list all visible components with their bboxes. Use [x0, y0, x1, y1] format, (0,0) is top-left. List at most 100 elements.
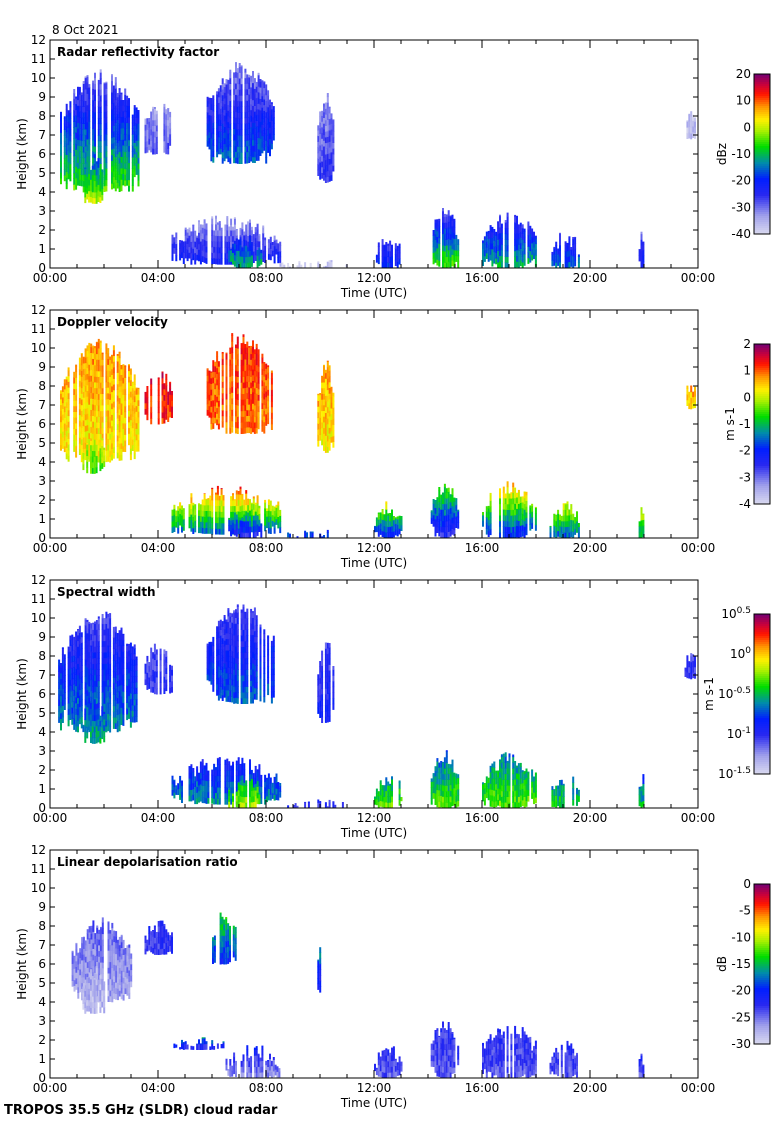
heatmap-cell	[79, 123, 81, 129]
heatmap-cell	[92, 83, 94, 89]
heatmap-cell	[73, 377, 75, 383]
heatmap-cell	[263, 139, 265, 145]
heatmap-cell	[107, 359, 109, 365]
heatmap-cell	[202, 244, 204, 250]
heatmap-cell	[639, 526, 641, 532]
heatmap-cell	[224, 149, 226, 155]
heatmap-cell	[240, 520, 242, 526]
heatmap-cell	[279, 251, 281, 257]
heatmap-cell	[238, 500, 240, 506]
heatmap-cell	[271, 384, 273, 390]
heatmap-cell	[173, 514, 175, 520]
heatmap-cell	[210, 104, 212, 110]
heatmap-cell	[73, 637, 75, 639]
heatmap-cell	[90, 674, 92, 680]
heatmap-cell	[241, 359, 243, 365]
heatmap-cell	[113, 160, 115, 166]
heatmap-cell	[690, 386, 692, 392]
heatmap-cell	[254, 405, 256, 411]
heatmap-cell	[119, 409, 121, 415]
colorbar-swatch	[754, 218, 770, 220]
heatmap-cell	[209, 138, 211, 144]
heatmap-cell	[92, 359, 94, 365]
heatmap-cell	[172, 249, 174, 255]
heatmap-cell	[319, 400, 321, 406]
heatmap-cell	[397, 246, 399, 251]
heatmap-cell	[83, 414, 85, 420]
heatmap-cell	[241, 112, 243, 118]
heatmap-cell	[436, 219, 438, 220]
heatmap-cell	[329, 382, 331, 388]
heatmap-cell	[75, 646, 77, 652]
heatmap-cell	[172, 527, 174, 533]
heatmap-cell	[385, 245, 387, 251]
heatmap-cell	[271, 390, 273, 396]
heatmap-cell	[105, 140, 107, 146]
heatmap-cell	[233, 129, 235, 135]
colorbar-tick-label: -20	[731, 174, 751, 188]
heatmap-cell	[331, 135, 333, 141]
heatmap-cell	[378, 258, 380, 264]
heatmap-cell	[505, 515, 507, 521]
heatmap-cell	[75, 663, 77, 669]
heatmap-cell	[121, 111, 123, 117]
heatmap-cell	[104, 123, 106, 129]
heatmap-cell	[117, 97, 119, 103]
heatmap-cell	[58, 677, 60, 683]
heatmap-cell	[512, 487, 514, 493]
heatmap-cell	[395, 524, 397, 530]
heatmap-cell	[88, 179, 90, 185]
heatmap-cell	[92, 381, 94, 387]
heatmap-cell	[109, 359, 111, 365]
heatmap-cell	[226, 79, 228, 84]
heatmap-cell	[639, 255, 641, 261]
heatmap-cell	[260, 150, 262, 156]
heatmap-cell	[553, 260, 555, 266]
heatmap-cell	[101, 177, 103, 183]
heatmap-cell	[94, 348, 96, 354]
heatmap-cell	[442, 217, 444, 223]
colorbar-swatch	[754, 206, 770, 208]
heatmap-cell	[694, 387, 696, 391]
heatmap-cell	[250, 382, 252, 388]
heatmap-cell	[60, 112, 62, 116]
heatmap-cell	[209, 132, 211, 138]
heatmap-cell	[641, 232, 643, 234]
heatmap-cell	[58, 665, 60, 671]
heatmap-cell	[559, 233, 561, 234]
heatmap-cell	[241, 118, 243, 124]
colorbar-swatch	[754, 152, 770, 154]
heatmap-cell	[234, 243, 236, 249]
colorbar-swatch	[754, 96, 770, 98]
heatmap-cell	[148, 138, 150, 144]
heatmap-cell	[319, 429, 321, 435]
heatmap-cell	[453, 501, 455, 507]
heatmap-cell	[391, 520, 393, 526]
heatmap-cell	[211, 523, 213, 529]
heatmap-cell	[75, 709, 77, 715]
heatmap-cell	[105, 433, 107, 439]
heatmap-cell	[150, 395, 152, 401]
heatmap-cell	[331, 387, 333, 392]
heatmap-cell	[92, 675, 94, 681]
heatmap-cell	[134, 385, 136, 391]
heatmap-cell	[261, 119, 263, 125]
heatmap-cell	[252, 341, 254, 347]
heatmap-cell	[535, 507, 537, 508]
heatmap-cell	[252, 145, 254, 151]
heatmap-cell	[244, 106, 246, 112]
heatmap-cell	[96, 675, 98, 681]
heatmap-cell	[156, 137, 158, 143]
heatmap-cell	[263, 388, 265, 394]
colorbar-swatch	[754, 484, 770, 486]
heatmap-cell	[255, 514, 257, 520]
heatmap-cell	[694, 127, 696, 133]
heatmap-cell	[85, 420, 87, 426]
heatmap-cell	[189, 522, 191, 528]
heatmap-cell	[230, 219, 232, 225]
heatmap-cell	[325, 378, 327, 384]
heatmap-cell	[117, 103, 119, 109]
heatmap-cell	[145, 130, 147, 136]
heatmap-cell	[207, 123, 209, 129]
heatmap-cell	[87, 156, 89, 162]
